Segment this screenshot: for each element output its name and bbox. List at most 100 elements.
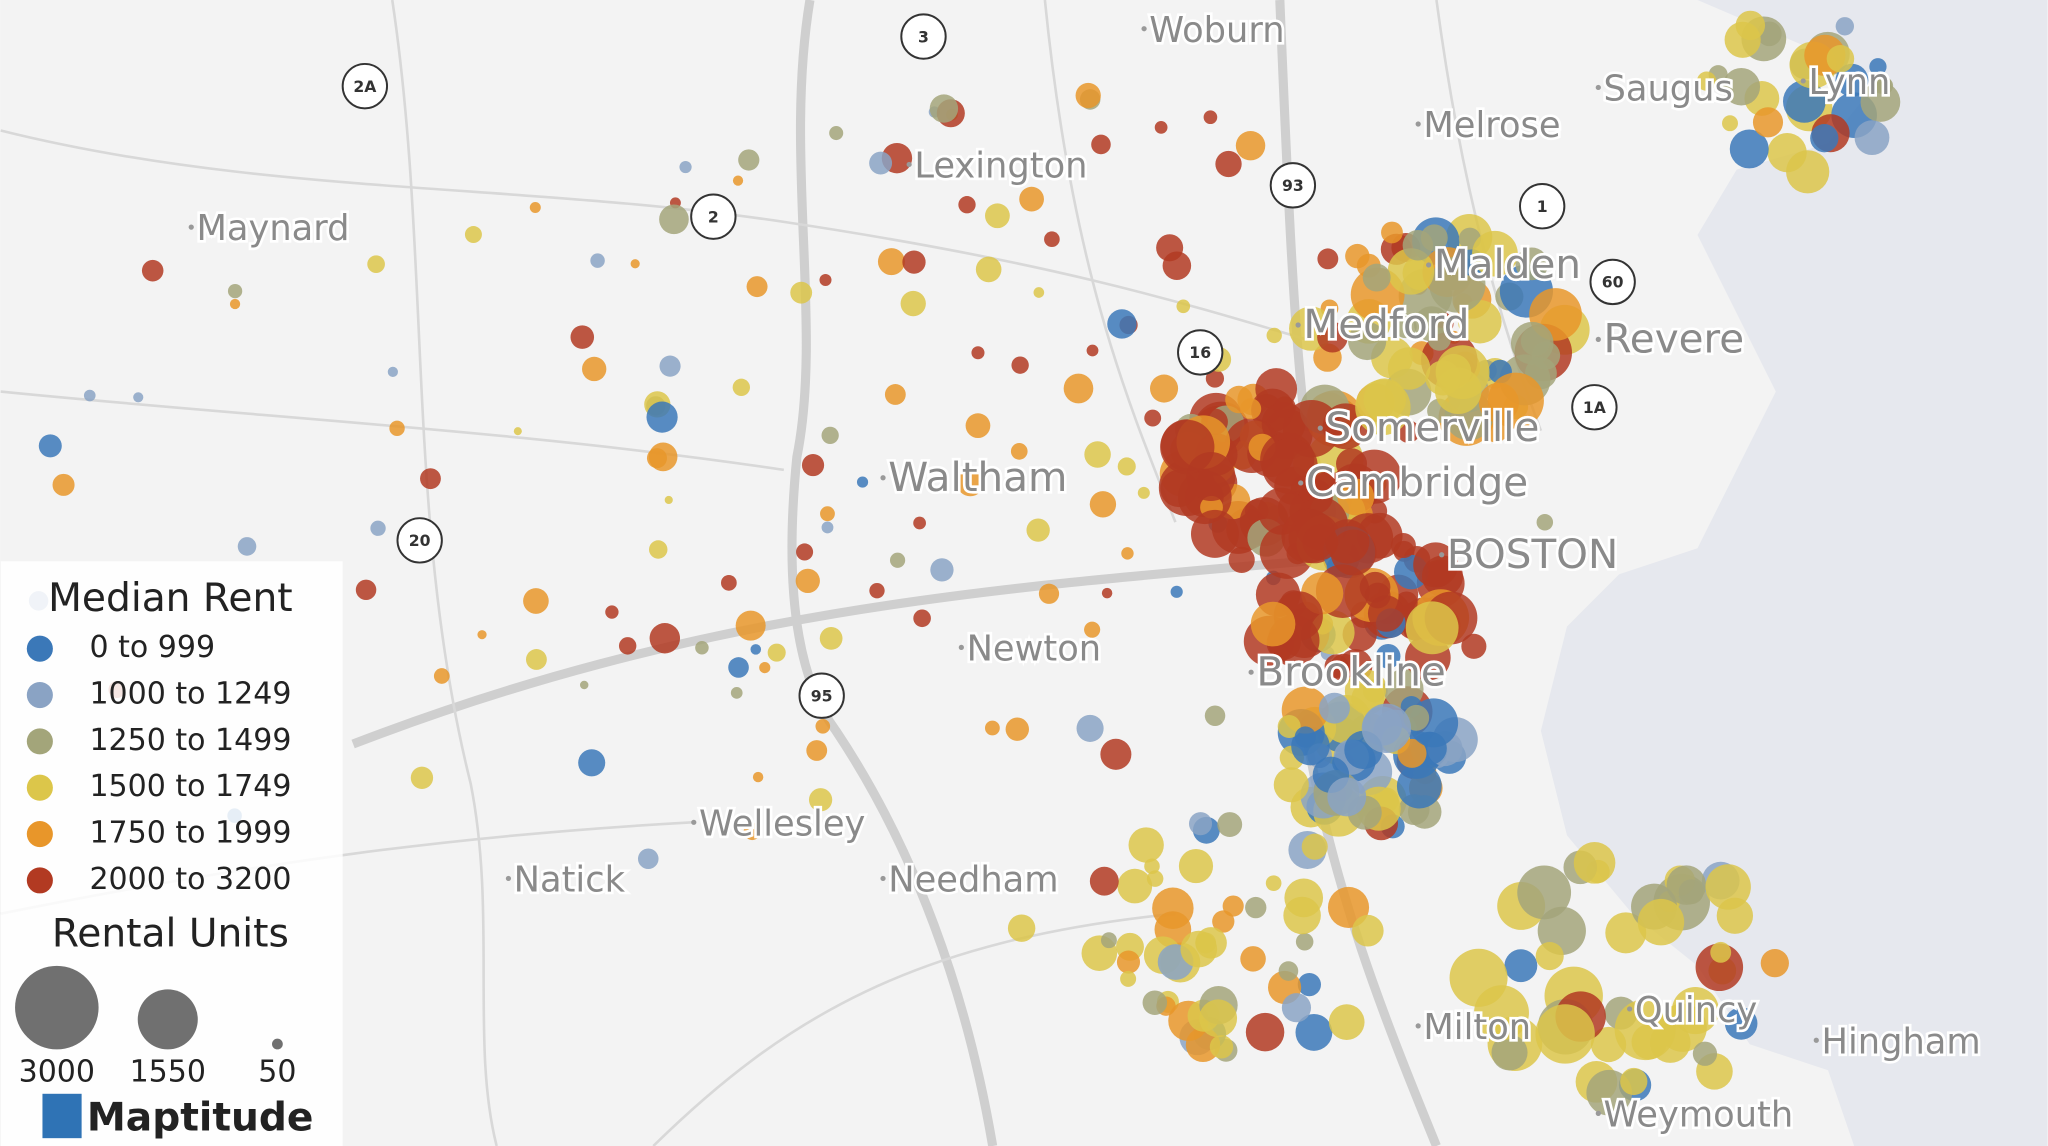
place-dot (505, 875, 512, 882)
rent-bubble (1327, 777, 1367, 817)
rent-bubble (735, 610, 766, 641)
rent-bubble (637, 848, 659, 870)
rent-bubble (1107, 309, 1137, 339)
rent-bubble (1472, 230, 1518, 277)
rent-bubble (1100, 738, 1132, 770)
rent-bubble (579, 680, 589, 690)
rent-bubble (929, 94, 959, 123)
rent-bubble (1504, 949, 1538, 983)
rent-bubble (985, 203, 1010, 229)
rent-bubble (913, 609, 931, 628)
rent-bubble (1325, 519, 1370, 564)
rent-bubble (1170, 585, 1183, 598)
rent-bubble (1363, 378, 1407, 421)
rent-bubble (1348, 321, 1387, 361)
rent-bubble (1117, 457, 1136, 476)
shield (1589, 258, 1636, 306)
rent-bubble (1212, 910, 1235, 933)
rent-bubble (971, 346, 985, 360)
legend-label: 1500 to 1749 (89, 769, 291, 804)
legend-label: 1750 to 1999 (89, 816, 291, 851)
shield-label: 2 (708, 207, 719, 226)
rent-bubble (1245, 896, 1267, 919)
rent-bubble (902, 250, 926, 274)
shield-label: 95 (811, 686, 833, 705)
legend-swatch (26, 867, 53, 894)
place-dot (691, 819, 697, 825)
shield-label: 1 (1537, 197, 1548, 216)
rent-bubble (1277, 715, 1301, 739)
rent-bubble (1038, 583, 1060, 604)
rent-bubble (1387, 347, 1431, 390)
rent-bubble (1427, 327, 1451, 351)
rent-bubble (821, 521, 834, 534)
place-label: Quincy (1635, 990, 1757, 1031)
rent-bubble (1160, 419, 1215, 475)
rent-bubble (1176, 299, 1191, 314)
rent-bubble (410, 766, 434, 789)
shield (1269, 162, 1317, 209)
rent-bubble (83, 389, 96, 402)
rent-bubble (695, 640, 709, 655)
place-label: Natick (514, 859, 626, 900)
legend-swatch (26, 774, 53, 801)
rent-bubble (1760, 949, 1789, 978)
rent-bubble (829, 126, 844, 141)
rent-bubble (529, 201, 541, 214)
rent-bubble (1297, 972, 1321, 997)
rent-bubble (1154, 120, 1168, 134)
rent-bubble (1121, 547, 1134, 560)
rent-bubble (229, 298, 241, 310)
rent-bubble (856, 476, 869, 488)
rent-bubble (582, 356, 607, 382)
rent-bubble (649, 540, 668, 559)
rent-bubble (1117, 868, 1153, 904)
rent-bubble (1044, 231, 1060, 248)
rent-bubble (1722, 67, 1761, 106)
rent-bubble (659, 204, 689, 235)
rent-bubble (1413, 542, 1459, 588)
legend-label: 2000 to 3200 (89, 862, 291, 897)
rent-bubble (1266, 327, 1282, 344)
legend-swatch (26, 728, 53, 755)
place-dot (1317, 425, 1323, 431)
rent-bubble (679, 160, 692, 174)
rent-bubble (1535, 942, 1564, 971)
rent-bubble (738, 149, 760, 171)
rent-bubble (1222, 895, 1244, 917)
rent-bubble (237, 537, 257, 556)
rent-bubble (808, 788, 833, 812)
place-dot (1627, 1006, 1633, 1012)
rent-bubble (355, 579, 377, 601)
size-label: 50 (258, 1054, 296, 1089)
rent-bubble (1405, 601, 1459, 655)
rent-bubble (1362, 263, 1391, 292)
rent-bubble (869, 151, 893, 175)
rent-bubble (38, 434, 62, 458)
rent-bubble (1204, 705, 1226, 726)
place-labels: Woburn Saugus Lynn Melrose Lexington Maynard M… (188, 7, 1983, 1138)
rent-bubble (750, 644, 762, 655)
place-label: Milton (1423, 1007, 1531, 1048)
shield-label: 20 (409, 531, 431, 550)
rent-bubble (1178, 848, 1214, 884)
rent-bubble (1209, 1035, 1234, 1059)
rent-bubble (1724, 1007, 1758, 1040)
rent-bubble (1273, 396, 1296, 419)
rent-bubble (464, 226, 482, 244)
rent-bubble (1869, 58, 1887, 76)
place-dot (1298, 480, 1304, 486)
rent-bubble (1240, 398, 1262, 420)
shield (396, 517, 443, 564)
place-label: Somerville (1326, 403, 1540, 451)
rent-bubble (525, 649, 547, 670)
rent-bubble (975, 256, 1002, 283)
rent-bubble (1144, 409, 1162, 427)
rent-bubble (133, 392, 144, 403)
rent-bubble (1666, 865, 1707, 905)
place-label: Newton (967, 628, 1102, 669)
rent-bubble (367, 255, 385, 273)
place-dot (1415, 121, 1421, 127)
shield (900, 13, 947, 60)
rent-bubble (1116, 950, 1141, 974)
